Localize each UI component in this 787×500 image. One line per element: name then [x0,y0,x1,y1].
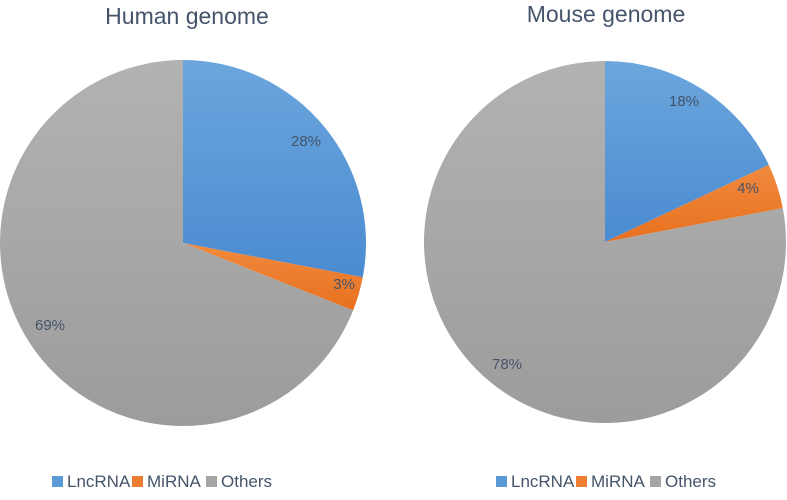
legend-label-mirna: MiRNA [147,472,201,491]
legend-label-others: Others [665,472,716,491]
pie-slice-lncrna [183,60,367,278]
legend-label-lncrna: LncRNA [67,472,131,491]
legend-swatch-lncrna [496,476,507,487]
chart-legend: LncRNA MiRNA Others [496,472,716,491]
legend-swatch-mirna [576,476,587,487]
slice-label-mirna: 3% [333,276,355,293]
slice-label-lncrna: 18% [669,93,699,110]
legend-label-others: Others [221,472,272,491]
legend-swatch-others [650,476,661,487]
chart-legend: LncRNA MiRNA Others [52,472,272,491]
chart-title: Human genome [105,3,269,29]
legend-label-lncrna: LncRNA [511,472,575,491]
legend-swatch-mirna [132,476,143,487]
slice-label-mirna: 4% [737,180,759,197]
legend-label-mirna: MiRNA [591,472,645,491]
chart-title: Mouse genome [527,1,686,27]
pie-chart-mouse: Mouse genome 18% 4% 78% LncRNA MiRNA Others [423,1,786,491]
legend-swatch-lncrna [52,476,63,487]
slice-label-others: 78% [492,356,522,373]
pie-chart-human: Human genome 28% 3% 69% LncRNA MiRNA Others [0,3,367,491]
legend-swatch-others [206,476,217,487]
pie-slice-others [0,60,354,426]
pie-slice-mirna [605,164,783,242]
slice-label-lncrna: 28% [291,133,321,150]
pie-slice-others [423,60,786,424]
slice-label-others: 69% [35,317,65,334]
pie-slice-lncrna [605,61,769,242]
pie-slice-mirna [183,243,363,311]
